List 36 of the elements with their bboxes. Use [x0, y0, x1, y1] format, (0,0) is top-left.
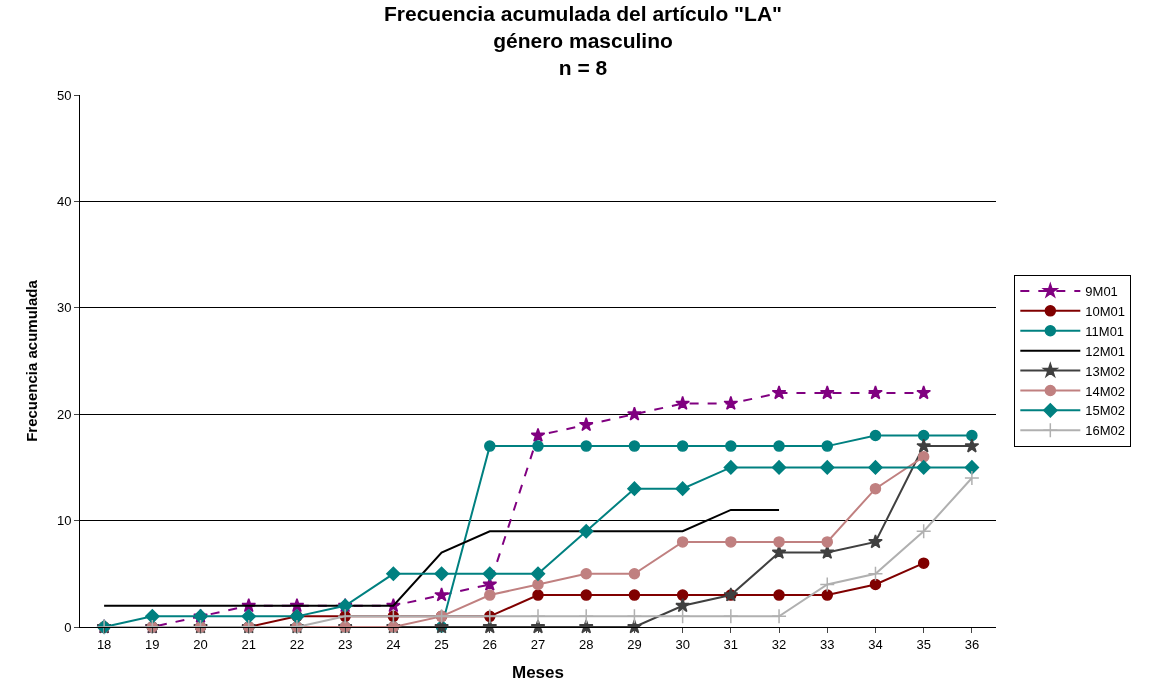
x-tick-label: 29: [627, 636, 642, 652]
y-tick-label: 0: [64, 619, 72, 635]
x-tick-label: 20: [193, 636, 208, 652]
legend-label: 12M01: [1085, 343, 1126, 359]
legend-label: 13M02: [1085, 363, 1126, 379]
legend-label: 11M01: [1085, 323, 1125, 339]
y-tick-label: 20: [56, 406, 72, 422]
x-tick-label: 34: [868, 636, 883, 652]
x-tick-label: 25: [434, 636, 449, 652]
chart-title: Frecuencia acumulada del artículo "LA" género masculino n = 8: [383, 1, 783, 80]
x-tick-label: 22: [289, 636, 305, 652]
x-tick-label: 35: [916, 636, 931, 652]
x-tick-label: 24: [386, 636, 401, 652]
legend-label: 14M02: [1085, 383, 1126, 399]
x-tick-label: 31: [723, 636, 739, 652]
legend-label: 15M02: [1085, 403, 1126, 419]
x-tick-label: 28: [578, 636, 594, 652]
x-tick-label: 18: [96, 636, 112, 652]
x-tick-label: 23: [337, 636, 353, 652]
y-axis-title: Frecuencia acumulada: [23, 279, 41, 442]
x-tick-label: 26: [482, 636, 498, 652]
y-tick-label: 30: [56, 300, 72, 316]
legend-label: 9M01: [1085, 284, 1118, 300]
legend-label: 16M02: [1085, 423, 1126, 439]
x-tick-label: 21: [241, 636, 256, 652]
x-tick-label: 33: [820, 636, 835, 652]
x-tick-label: 32: [771, 636, 787, 652]
legend-label: 10M01: [1085, 303, 1126, 319]
x-tick-label: 36: [964, 636, 980, 652]
x-tick-label: 27: [530, 636, 546, 652]
y-tick-label: 40: [56, 193, 72, 209]
y-tick-label: 10: [56, 513, 72, 529]
x-tick-label: 30: [675, 636, 690, 652]
x-axis-title: Meses: [512, 663, 564, 682]
y-tick-label: 50: [56, 87, 72, 103]
x-tick-label: 19: [145, 636, 160, 652]
